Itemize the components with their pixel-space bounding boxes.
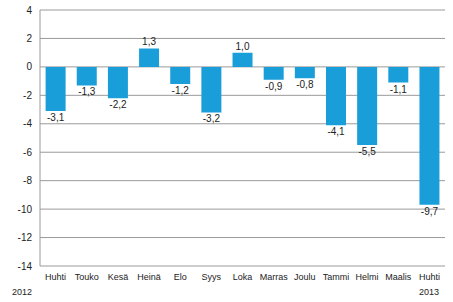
svg-text:-1,3: -1,3 [78, 86, 96, 97]
svg-text:Huhti: Huhti [45, 272, 66, 282]
html-text:2012: 2012 [12, 287, 32, 297]
svg-text:-14: -14 [18, 261, 33, 272]
svg-text:-9,7: -9,7 [421, 206, 439, 217]
svg-text:Elo: Elo [174, 272, 187, 282]
svg-text:-0,9: -0,9 [265, 81, 283, 92]
svg-text:Huhti: Huhti [419, 272, 440, 282]
svg-text:2: 2 [26, 33, 32, 44]
svg-text:Syys: Syys [202, 272, 222, 282]
svg-text:Marras: Marras [260, 272, 289, 282]
svg-text:-4,1: -4,1 [327, 126, 345, 137]
svg-text:Maalis: Maalis [385, 272, 412, 282]
svg-text:-1,1: -1,1 [390, 84, 408, 95]
svg-text:Kesä: Kesä [108, 272, 129, 282]
svg-text:-5,5: -5,5 [359, 146, 377, 157]
svg-text:Touko: Touko [75, 272, 99, 282]
svg-text:-10: -10 [18, 204, 33, 215]
svg-text:Helmi: Helmi [356, 272, 379, 282]
svg-text:Joulu: Joulu [294, 272, 316, 282]
svg-text:-6: -6 [23, 147, 32, 158]
svg-text:-1,2: -1,2 [172, 85, 190, 96]
svg-text:-12: -12 [18, 232, 33, 243]
svg-text:0: 0 [26, 61, 32, 72]
svg-text:Loka: Loka [233, 272, 253, 282]
svg-text:1,0: 1,0 [236, 41, 250, 52]
svg-text:-4: -4 [23, 118, 32, 129]
svg-text:-3,2: -3,2 [203, 113, 221, 124]
svg-text:-8: -8 [23, 175, 32, 186]
svg-text:Tammi: Tammi [323, 272, 350, 282]
svg-text:4: 4 [26, 5, 32, 16]
svg-text:-2,2: -2,2 [109, 99, 127, 110]
svg-text:1,3: 1,3 [142, 36, 156, 47]
html-text:2013: 2013 [419, 287, 439, 297]
svg-text:-2: -2 [23, 90, 32, 101]
svg-text:Heinä: Heinä [137, 272, 161, 282]
svg-text:-3,1: -3,1 [47, 112, 65, 123]
svg-text:-0,8: -0,8 [296, 79, 314, 90]
